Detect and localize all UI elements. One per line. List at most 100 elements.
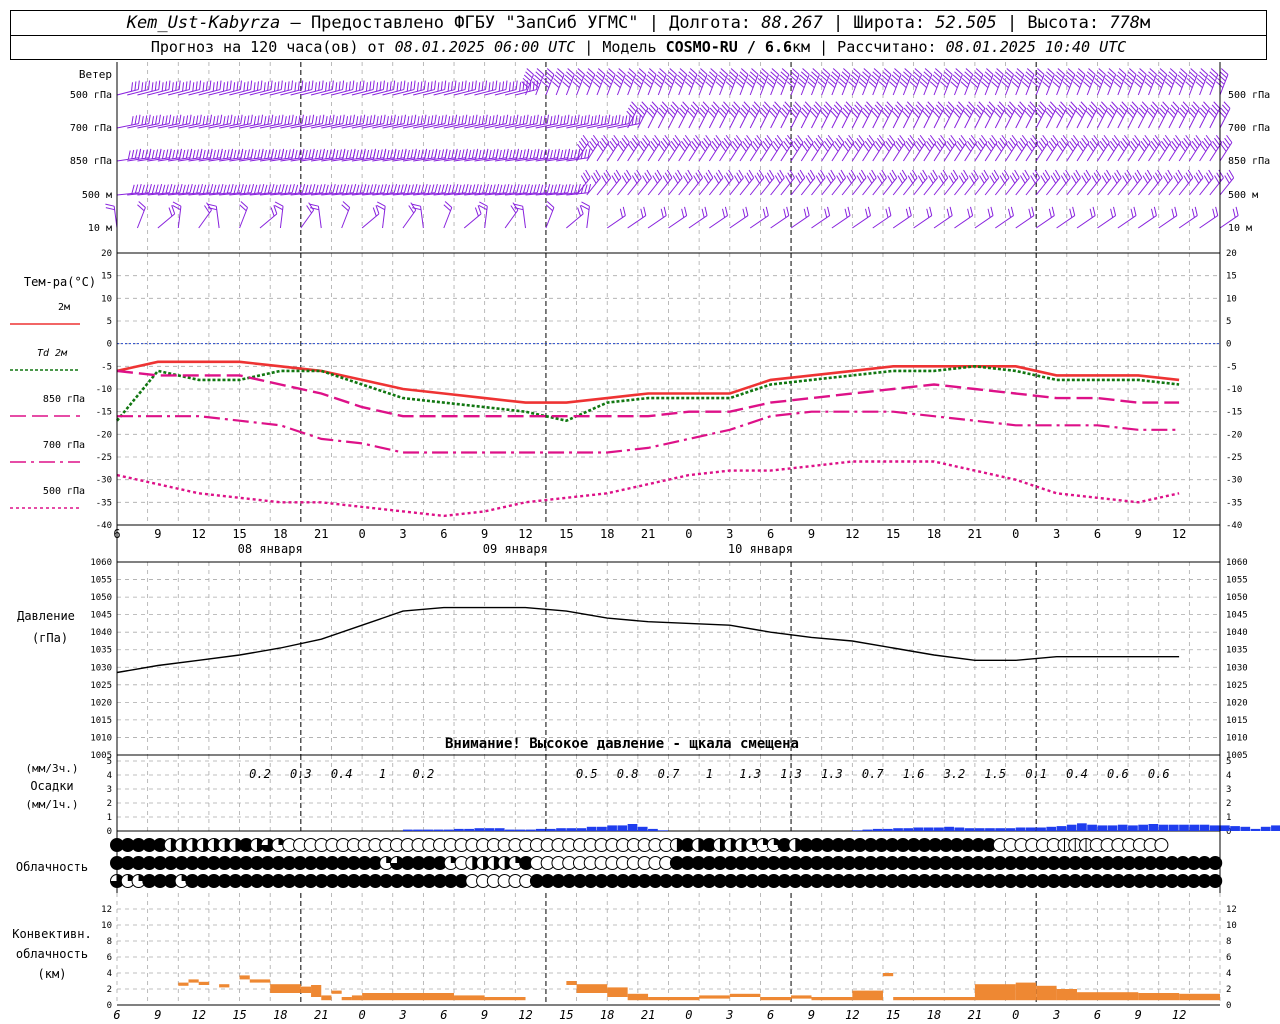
barb-feather (372, 114, 376, 124)
barb-feather (376, 201, 386, 207)
barb-shaft (270, 123, 292, 129)
barb-feather (532, 77, 541, 85)
barb-feather (731, 104, 739, 112)
barb-feather (515, 150, 519, 160)
barb-feather (943, 71, 952, 79)
barb-feather (687, 110, 695, 119)
barb-feather (399, 81, 402, 91)
wind-barb (157, 205, 176, 229)
barb-shaft (657, 177, 673, 196)
barb-shaft (851, 74, 861, 96)
barb-feather (606, 71, 615, 79)
barb-feather (873, 143, 880, 152)
barb-feather (1001, 134, 1008, 143)
wind-barb (310, 183, 336, 196)
conv-title: Конвективн. (12, 927, 91, 941)
barb-feather (155, 184, 159, 194)
precip-bar (433, 829, 444, 831)
barb-feather (192, 149, 196, 159)
barb-feather (291, 80, 294, 90)
barb-feather (741, 104, 749, 112)
wind-barb (684, 68, 698, 96)
barb-feather (587, 148, 591, 158)
barb-feather (541, 81, 550, 88)
wind-barb (769, 101, 782, 129)
barb-shaft (708, 177, 724, 196)
precip-bar (934, 827, 944, 831)
wind-barb (321, 80, 345, 96)
barb-feather (182, 184, 186, 194)
temp-series-line (116, 360, 1180, 404)
barb-shaft (606, 177, 622, 196)
wind-barb (909, 68, 923, 96)
precip-bar (1199, 824, 1210, 831)
wind-barb (1177, 101, 1190, 129)
barb-shaft (974, 215, 994, 229)
barb-feather (638, 143, 645, 152)
barb-feather (717, 169, 724, 179)
barb-feather (417, 116, 420, 126)
wind-barb (402, 80, 426, 96)
barb-shaft (954, 215, 973, 229)
barb-feather (563, 149, 567, 159)
barb-feather (631, 137, 639, 146)
wind-barb (361, 80, 385, 96)
barb-shaft (841, 142, 855, 162)
barb-feather (308, 202, 315, 211)
barb-feather (223, 116, 226, 126)
barb-feather (770, 71, 778, 79)
barb-feather (873, 68, 882, 75)
barb-feather (649, 68, 657, 75)
barb-feather (934, 143, 941, 152)
barb-feather (454, 80, 457, 90)
barb-feather (1019, 101, 1027, 109)
barb-feather (882, 71, 891, 79)
temp-series-line (116, 369, 1180, 418)
barb-feather (956, 104, 964, 112)
barb-feather (645, 77, 653, 85)
barb-shaft (188, 157, 211, 162)
barb-feather (855, 101, 863, 109)
barb-feather (1083, 134, 1090, 143)
barb-feather (685, 172, 691, 181)
barb-feather (595, 74, 603, 82)
barb-feather (1101, 101, 1108, 109)
barb-feather (929, 206, 933, 216)
barb-feather (792, 68, 800, 75)
barb-feather (508, 82, 511, 92)
wind-barb (178, 80, 202, 96)
wind-barb (219, 114, 243, 129)
barb-feather (1062, 81, 1071, 88)
barb-feather (539, 149, 543, 159)
barb-feather (629, 104, 637, 112)
barb-feather (583, 172, 589, 181)
wind-barb (637, 134, 651, 162)
barb-feather (591, 137, 598, 146)
barb-feather (1009, 175, 1016, 184)
wind-barb (1168, 169, 1184, 196)
barb-shaft (964, 142, 977, 162)
barb-feather (549, 116, 553, 126)
wind-barb (1148, 169, 1163, 196)
barb-shaft (290, 123, 313, 129)
precip-y-tick: 4 (1226, 771, 1231, 781)
barb-shaft (1056, 74, 1066, 96)
barb-feather (478, 205, 488, 211)
barb-feather (998, 101, 1006, 109)
barb-feather (233, 149, 237, 159)
barb-feather (400, 149, 404, 159)
barb-feather (713, 137, 720, 146)
wind-barb (1032, 68, 1045, 96)
wind-barb (494, 80, 518, 96)
barb-feather (864, 104, 872, 112)
barb-feather (492, 115, 495, 125)
barb-feather (774, 137, 782, 146)
barb-feather (273, 82, 276, 92)
barb-feather (572, 81, 580, 88)
barb-feather (379, 81, 382, 91)
barb-feather (920, 77, 929, 85)
barb-feather (941, 77, 949, 85)
barb-feather (715, 134, 722, 143)
barb-shaft (208, 89, 231, 96)
barb-feather (533, 149, 536, 159)
